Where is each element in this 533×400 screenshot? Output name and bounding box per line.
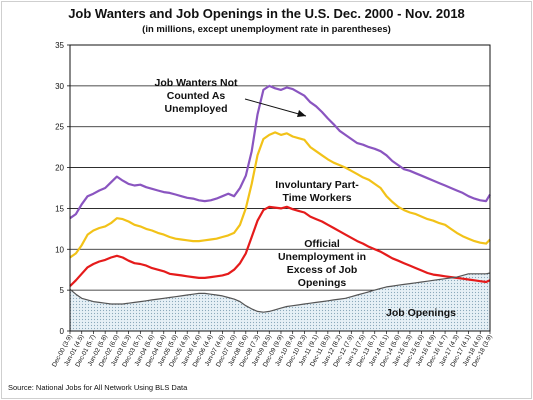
annotation-wanters: Job Wanters Not — [154, 77, 238, 89]
y-tick-label: 20 — [55, 164, 64, 173]
series-line-ptime — [69, 131, 491, 259]
x-tick-labels: Dec-00 (3.9)Jun-01 (4.5)Dec-01 (5.7)Jun-… — [51, 331, 494, 368]
plot-border — [69, 44, 491, 332]
annotation-official: Official — [304, 238, 340, 250]
series-lines — [69, 84, 491, 313]
annotation-ptime: Time Workers — [282, 192, 351, 204]
annotation-arrow-head — [297, 110, 306, 117]
annotation-openings: Job Openings — [386, 307, 456, 319]
chart-title: Job Wanters and Job Openings in the U.S.… — [68, 6, 465, 21]
y-tick-label: 35 — [55, 41, 64, 50]
y-tick-label: 5 — [60, 286, 65, 295]
annotation-official: Unemployment in — [278, 251, 366, 263]
annotation-arrow-line — [244, 98, 307, 117]
y-tick-label: 30 — [55, 82, 64, 91]
annotation-wanters: Unemployed — [164, 103, 227, 115]
annotation-official: Openings — [298, 277, 347, 289]
y-tick-label: 0 — [60, 327, 65, 336]
annotation-wanters: Counted As — [167, 90, 226, 102]
axes — [69, 44, 491, 332]
y-tick-label: 15 — [55, 204, 64, 213]
series-line-official — [69, 205, 491, 287]
source-note: Source: National Jobs for All Network Us… — [8, 383, 188, 392]
series-line-wanters — [69, 84, 491, 220]
chart-subtitle: (in millions, except unemployment rate i… — [142, 24, 391, 35]
y-tick-label: 25 — [55, 123, 64, 132]
y-tick-labels: 0 5 10 15 20 25 30 35 — [55, 41, 70, 336]
series-line-openings — [69, 272, 491, 313]
y-tick-label: 10 — [55, 245, 64, 254]
annotation-official: Excess of Job — [287, 264, 358, 276]
annotation-ptime: Involuntary Part- — [275, 179, 359, 191]
